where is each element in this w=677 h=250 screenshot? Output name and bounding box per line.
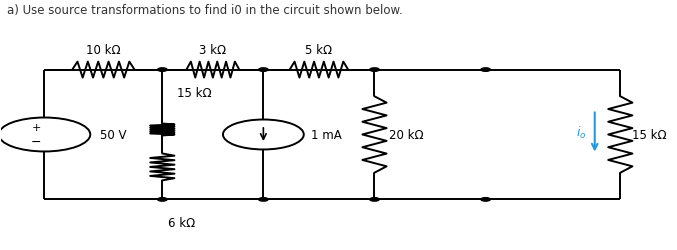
- Text: 10 kΩ: 10 kΩ: [86, 44, 121, 57]
- Text: 50 V: 50 V: [100, 128, 126, 141]
- Circle shape: [370, 198, 379, 201]
- Circle shape: [481, 68, 490, 72]
- Circle shape: [259, 198, 268, 201]
- Text: 6 kΩ: 6 kΩ: [168, 216, 195, 229]
- Text: +: +: [32, 123, 41, 133]
- Circle shape: [158, 68, 167, 72]
- Circle shape: [259, 68, 268, 72]
- Text: 3 kΩ: 3 kΩ: [199, 44, 226, 57]
- Text: 15 kΩ: 15 kΩ: [632, 128, 667, 141]
- Text: 20 kΩ: 20 kΩ: [389, 128, 424, 141]
- Circle shape: [370, 68, 379, 72]
- Text: a) Use source transformations to find i0 in the circuit shown below.: a) Use source transformations to find i0…: [7, 4, 403, 17]
- Text: 15 kΩ: 15 kΩ: [177, 86, 212, 99]
- Circle shape: [481, 198, 490, 201]
- Text: 1 mA: 1 mA: [311, 128, 341, 141]
- Circle shape: [158, 198, 167, 201]
- Text: −: −: [31, 136, 42, 148]
- Text: $i_o$: $i_o$: [576, 124, 587, 140]
- Text: 5 kΩ: 5 kΩ: [305, 44, 332, 57]
